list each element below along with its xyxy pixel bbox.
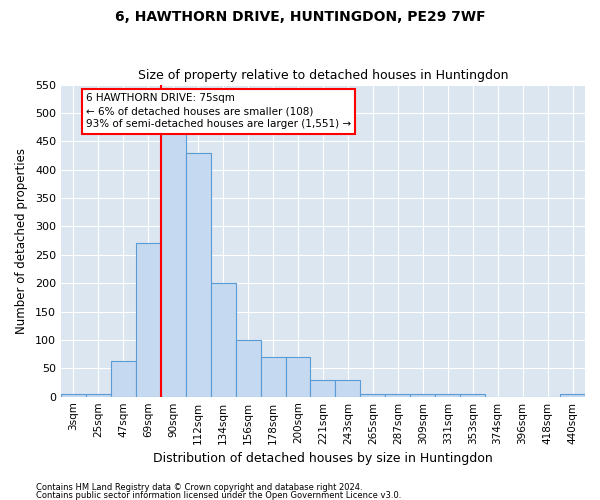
- Text: Contains public sector information licensed under the Open Government Licence v3: Contains public sector information licen…: [36, 490, 401, 500]
- Bar: [286, 357, 310, 397]
- Bar: [61, 394, 86, 396]
- Y-axis label: Number of detached properties: Number of detached properties: [15, 148, 28, 334]
- Bar: [560, 394, 585, 396]
- Text: Contains HM Land Registry data © Crown copyright and database right 2024.: Contains HM Land Registry data © Crown c…: [36, 484, 362, 492]
- Bar: [435, 394, 460, 396]
- Bar: [211, 283, 236, 397]
- Bar: [460, 394, 485, 396]
- Bar: [310, 380, 335, 396]
- Bar: [136, 244, 161, 396]
- Bar: [361, 394, 385, 396]
- Text: 6 HAWTHORN DRIVE: 75sqm
← 6% of detached houses are smaller (108)
93% of semi-de: 6 HAWTHORN DRIVE: 75sqm ← 6% of detached…: [86, 93, 351, 130]
- Bar: [260, 357, 286, 397]
- Bar: [86, 394, 111, 396]
- Text: 6, HAWTHORN DRIVE, HUNTINGDON, PE29 7WF: 6, HAWTHORN DRIVE, HUNTINGDON, PE29 7WF: [115, 10, 485, 24]
- X-axis label: Distribution of detached houses by size in Huntingdon: Distribution of detached houses by size …: [153, 452, 493, 465]
- Bar: [161, 108, 186, 397]
- Bar: [111, 362, 136, 396]
- Title: Size of property relative to detached houses in Huntingdon: Size of property relative to detached ho…: [138, 69, 508, 82]
- Bar: [385, 394, 410, 396]
- Bar: [410, 394, 435, 396]
- Bar: [236, 340, 260, 396]
- Bar: [335, 380, 361, 396]
- Bar: [186, 152, 211, 396]
